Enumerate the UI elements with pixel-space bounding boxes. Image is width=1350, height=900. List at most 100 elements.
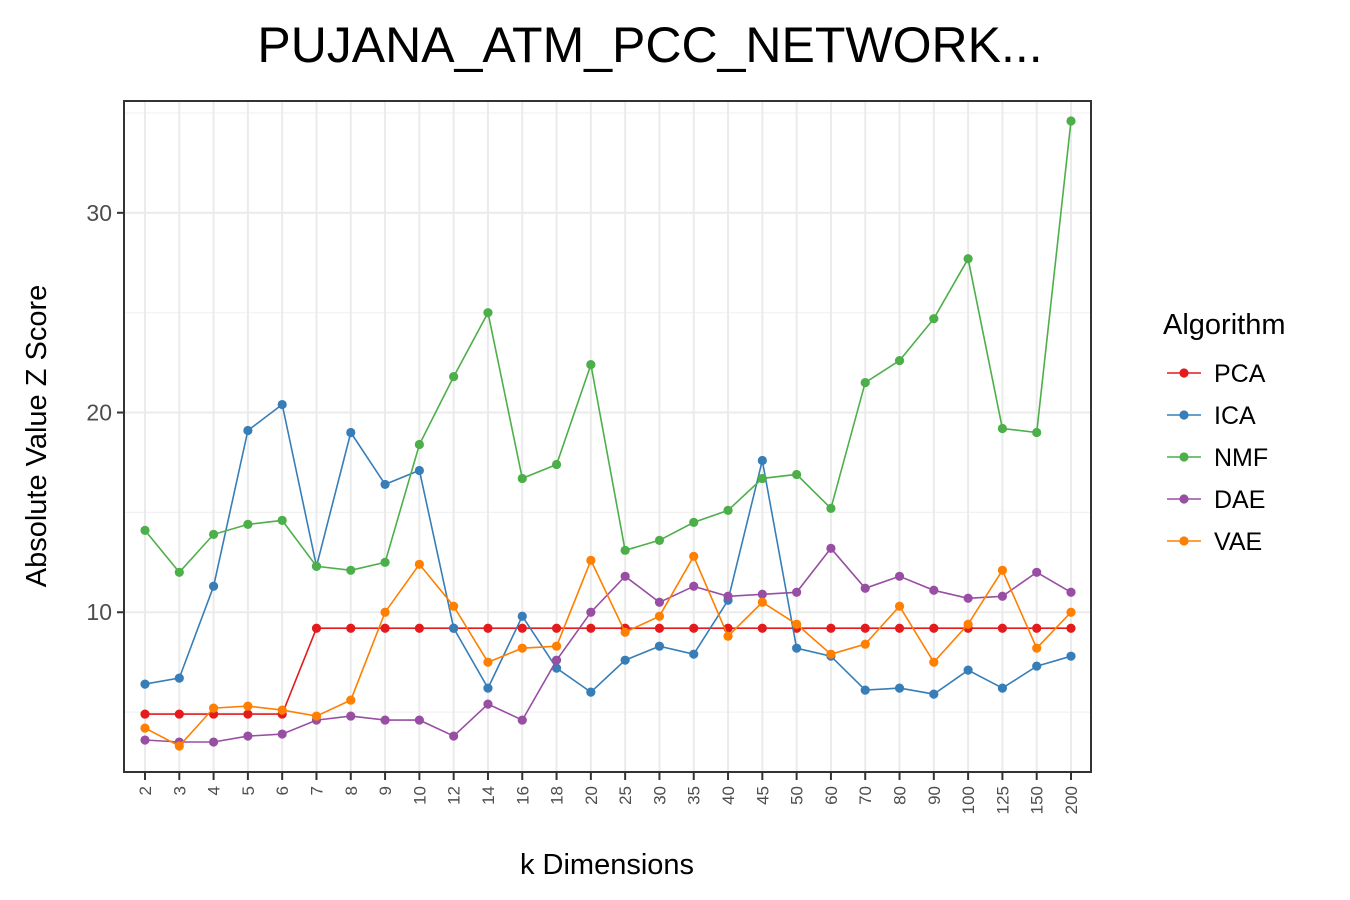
data-point (208, 737, 219, 747)
data-point (551, 459, 562, 470)
data-point (277, 705, 287, 715)
x-tick-label: 200 (1062, 786, 1081, 814)
data-point (277, 729, 287, 739)
x-axis: 2 3 4 5 6 7 8 9 10 12 14 16 18 20 25 30 35 40 45 50 60 70 80 90… (136, 772, 1081, 814)
data-point (894, 601, 905, 611)
data-point (551, 623, 562, 633)
legend: Algorithm PCA ICA NMF DAE VAE (1163, 309, 1286, 556)
data-point (414, 715, 424, 725)
data-point (997, 423, 1008, 434)
x-tick-label: 8 (342, 786, 361, 795)
series-line-dae (144, 547, 1072, 743)
chart-title: PUJANA_ATM_PCC_NETWORK... (257, 17, 1042, 73)
x-tick-label: 90 (925, 786, 944, 805)
data-point (449, 731, 459, 741)
x-tick-label: 6 (273, 786, 292, 795)
series-nmf (140, 116, 1076, 577)
data-point (1066, 587, 1076, 597)
data-point (551, 641, 562, 651)
x-tick-label: 18 (548, 786, 567, 805)
data-point (963, 619, 973, 629)
legend-label: PCA (1214, 360, 1266, 388)
data-point (586, 623, 596, 633)
legend-label: ICA (1214, 402, 1256, 430)
data-point (689, 649, 699, 659)
data-point (380, 479, 390, 490)
data-point (380, 715, 390, 725)
data-point (929, 314, 939, 324)
data-point (449, 601, 459, 611)
data-point (346, 565, 356, 575)
data-point (551, 655, 562, 665)
x-tick-label: 12 (445, 786, 464, 805)
y-tick-label: 20 (86, 400, 112, 426)
data-point (414, 559, 424, 569)
data-point (929, 657, 939, 667)
data-point (654, 611, 665, 621)
data-point (997, 591, 1008, 601)
legend-label: VAE (1214, 528, 1262, 556)
x-tick-label: 4 (205, 786, 224, 795)
data-point (963, 665, 973, 675)
data-point (483, 683, 493, 693)
data-point (654, 641, 665, 651)
series-ica (140, 399, 1076, 699)
x-tick-label: 40 (719, 786, 738, 805)
data-point (757, 455, 767, 466)
x-tick-label: 45 (753, 786, 772, 805)
legend-item-nmf: NMF (1167, 444, 1268, 472)
y-tick-label: 30 (86, 200, 112, 226)
data-point (243, 709, 253, 719)
plot-background (124, 101, 1091, 772)
legend-key-point (1179, 452, 1189, 462)
x-tick-label: 60 (822, 786, 841, 805)
data-point (894, 571, 905, 581)
legend-item-dae: DAE (1167, 486, 1265, 514)
data-point (1032, 643, 1042, 653)
data-point (483, 623, 493, 633)
data-point (860, 583, 870, 593)
data-point (1066, 607, 1076, 617)
x-tick-label: 70 (856, 786, 875, 805)
data-point (586, 607, 596, 617)
data-point (1032, 623, 1042, 633)
data-point (380, 557, 390, 567)
data-point (792, 587, 802, 597)
x-axis-title: k Dimensions (520, 849, 694, 881)
data-point (346, 695, 356, 705)
x-tick-label: 16 (513, 786, 532, 805)
data-point (654, 535, 665, 545)
data-point (243, 519, 253, 529)
x-tick-label: 35 (685, 786, 704, 805)
data-point (449, 623, 459, 633)
data-point (346, 623, 356, 633)
legend-key-point (1179, 410, 1189, 420)
data-point (894, 356, 905, 366)
data-point (449, 371, 459, 382)
data-point (517, 623, 527, 633)
series-line-vae (144, 554, 1072, 747)
data-point (517, 715, 527, 725)
data-point (174, 673, 184, 683)
data-point (1066, 116, 1076, 126)
data-point (826, 623, 836, 633)
data-point (346, 711, 356, 721)
data-point (277, 515, 287, 525)
data-point (894, 623, 905, 633)
data-point (929, 623, 939, 633)
legend-item-ica: ICA (1167, 402, 1256, 430)
data-point (620, 655, 630, 665)
data-point (483, 308, 493, 318)
x-tick-label: 80 (891, 786, 910, 805)
plot-area (124, 101, 1091, 772)
data-point (757, 589, 767, 599)
data-point (620, 571, 630, 581)
data-point (620, 627, 630, 637)
data-point (792, 643, 802, 653)
data-point (586, 360, 596, 370)
legend-key-point (1179, 536, 1189, 546)
data-point (483, 699, 493, 709)
x-tick-label: 10 (410, 786, 429, 805)
data-point (860, 685, 870, 695)
data-point (860, 639, 870, 649)
